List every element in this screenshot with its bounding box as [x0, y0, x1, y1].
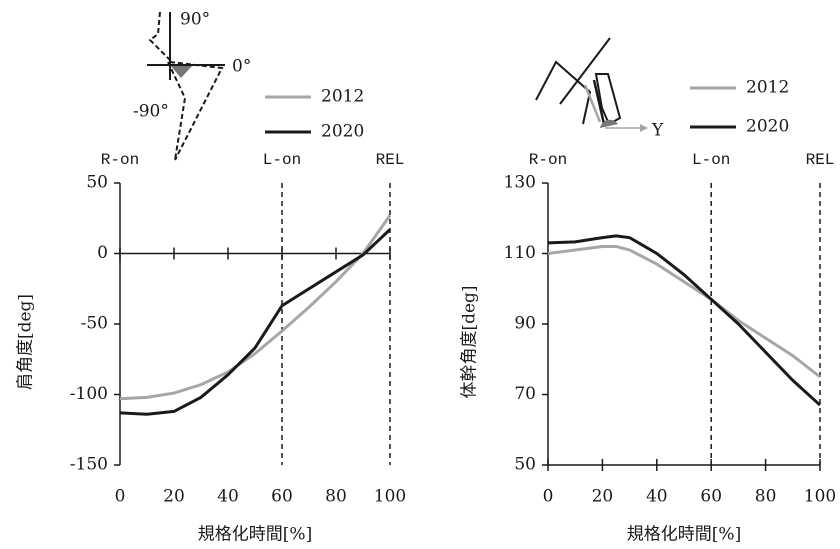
y-tick-label: 0	[97, 243, 108, 263]
y-tick-label: -150	[70, 455, 108, 475]
legend-label: 2020	[746, 117, 789, 137]
y-tick-label: -50	[81, 314, 108, 334]
x-axis-label: 規格化時間[%]	[627, 525, 741, 545]
x-tick-label: 40	[217, 487, 239, 507]
annotation: 0°	[232, 57, 251, 77]
x-axis-label: 規格化時間[%]	[198, 525, 312, 545]
y-axis-label: 体幹角度[deg]	[459, 285, 480, 398]
legend-label: 2020	[321, 122, 364, 142]
annotation: 90°	[180, 10, 210, 30]
event-label: REL	[806, 151, 835, 169]
legend-label: 2012	[321, 87, 364, 107]
annotation: -90°	[133, 102, 169, 122]
x-tick-label: 100	[374, 487, 406, 507]
series-line	[119, 214, 392, 401]
series-line	[547, 244, 821, 379]
event-label: R-on	[101, 151, 139, 169]
x-tick-label: 0	[543, 487, 554, 507]
y-tick-label: 130	[504, 173, 536, 193]
y-tick-label: 90	[514, 314, 536, 334]
event-label: L-on	[263, 151, 301, 169]
x-tick-label: 60	[271, 487, 293, 507]
annotation: Y	[651, 121, 664, 141]
y-tick-label: 70	[514, 384, 536, 404]
series-line	[547, 234, 822, 407]
event-label: REL	[376, 151, 405, 169]
series-line	[119, 228, 392, 416]
x-tick-label: 60	[700, 487, 722, 507]
event-label: L-on	[692, 151, 730, 169]
left-icon	[147, 11, 225, 161]
x-tick-label: 20	[592, 487, 614, 507]
right-icon	[535, 37, 648, 132]
y-axis-label: 肩角度[deg]	[16, 294, 36, 390]
x-tick-label: 100	[804, 487, 836, 507]
y-tick-label: -100	[70, 384, 108, 404]
x-tick-label: 0	[115, 487, 126, 507]
event-label: R-on	[529, 151, 567, 169]
x-tick-label: 40	[646, 487, 668, 507]
x-tick-label: 80	[325, 487, 347, 507]
x-tick-label: 80	[755, 487, 777, 507]
y-tick-label: 50	[514, 455, 536, 475]
x-tick-label: 20	[163, 487, 185, 507]
y-tick-label: 50	[86, 173, 108, 193]
legend-label: 2012	[746, 78, 789, 98]
y-tick-label: 110	[504, 243, 536, 263]
